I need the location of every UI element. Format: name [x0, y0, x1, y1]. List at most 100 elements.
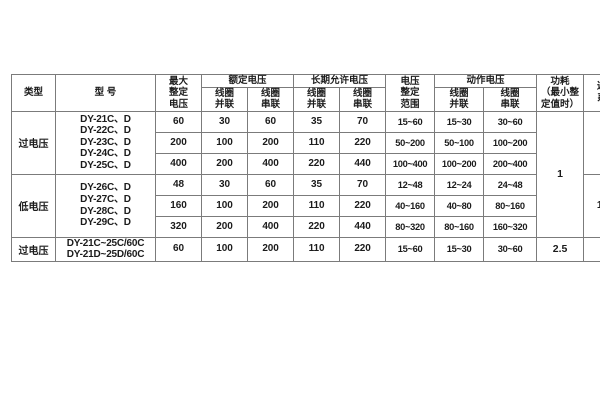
cell-rated-series: 200 [246, 194, 295, 217]
final-row-type: 过电压 [11, 236, 56, 262]
table-row: 320 200 400 220 440 80~320 80~160 160~32… [12, 215, 600, 238]
cell-long-series: 220 [339, 131, 387, 154]
cell-action-parallel: 100~200 [434, 152, 485, 175]
cell-rated-parallel: 100 [201, 194, 248, 217]
header-ap-line-2: 并联 [449, 99, 469, 110]
header-action-voltage: 动作电压 [434, 74, 538, 88]
header-return-line-1: 返回 [584, 81, 600, 93]
cell-rated-parallel: 100 [201, 131, 248, 154]
table-row: 200 100 200 110 220 50~200 50~100 100~20… [12, 131, 600, 154]
cell-max-setting-voltage: 48 [155, 173, 202, 196]
cell-rated-parallel: 30 [201, 173, 248, 196]
header-rated-coil-parallel: 线圈 并联 [201, 86, 248, 112]
cell-rated-series: 400 [246, 215, 295, 238]
cell-max-setting-voltage: 200 [155, 131, 202, 154]
header-max-line-2: 整定 [168, 87, 188, 98]
cell-action-parallel: 15~30 [434, 236, 485, 262]
cell-rated-parallel: 30 [201, 110, 248, 133]
header-max-setting-voltage: 最大 整定 电压 [155, 74, 202, 112]
header-long-coil-series: 线圈 串联 [339, 86, 387, 112]
model-line: DY-21D~25D/60C [66, 249, 145, 261]
cell-power-consumption: 2.5 [536, 236, 585, 262]
cell-rated-series: 200 [246, 236, 295, 262]
model-line: DY-24C、D [80, 148, 131, 160]
header-action-coil-series: 线圈 串联 [483, 86, 538, 112]
model-line: DY-26C、D [80, 182, 131, 194]
final-row-models: DY-21C~25C/60C DY-21D~25D/60C [55, 236, 156, 262]
model-line: DY-21C、D [80, 113, 131, 125]
header-lp-line-1: 线圈 [307, 87, 327, 99]
header-rs-line-1: 线圈 [261, 87, 281, 99]
cell-return-coefficient: 0.8 [583, 236, 600, 262]
header-rp-line-1: 线圈 [214, 87, 234, 99]
cell-rated-series: 60 [246, 173, 295, 196]
cell-long-series: 220 [339, 236, 387, 262]
cell-max-setting-voltage: 320 [155, 215, 202, 238]
group-models-overvoltage: DY-21C、D DY-22C、D DY-23C、D DY-24C、D DY-2… [55, 110, 156, 175]
model-line: DY-25C、D [80, 159, 131, 171]
header-power-line-2: （最小整 [541, 87, 580, 98]
table-header: 类型 型 号 最大 整定 电压 额定电压 长期允许电压 电压 整定 范围 [11, 74, 600, 112]
cell-long-series: 70 [339, 173, 387, 196]
cell-action-series: 100~200 [483, 131, 538, 154]
header-ap-line-1: 线圈 [449, 87, 469, 99]
cell-max-setting-voltage: 400 [155, 152, 202, 175]
cell-long-parallel: 110 [293, 236, 341, 262]
table-row: 低电压 DY-26C、D DY-27C、D DY-28C、D DY-29C、D … [11, 173, 600, 238]
cell-setting-range: 15~60 [385, 236, 436, 262]
header-rp-line-2: 并联 [214, 99, 234, 110]
header-rs-line-2: 串联 [261, 99, 281, 110]
header-long-term-allowable-voltage: 长期允许电压 [293, 74, 387, 88]
header-action-coil-parallel: 线圈 并联 [434, 86, 485, 112]
table-row: 400 200 400 220 440 100~400 100~200 200~… [12, 152, 600, 175]
header-as-line-1: 线圈 [500, 87, 520, 99]
header-range-line-1: 电压 [400, 75, 420, 87]
table-row: 过电压 DY-21C~25C/60C DY-21D~25D/60C 60 100… [11, 236, 600, 262]
header-voltage-setting-range: 电压 整定 范围 [385, 74, 436, 112]
cell-setting-range: 100~400 [385, 152, 436, 175]
header-row-sub: 线圈 并联 线圈 串联 线圈 并联 [12, 86, 600, 112]
cell-long-parallel: 110 [293, 194, 341, 217]
cell-setting-range: 40~160 [385, 194, 436, 217]
table-body: 过电压 DY-21C、D DY-22C、D DY-23C、D DY-24C、D … [11, 110, 600, 262]
header-rated-voltage: 额定电压 [200, 74, 295, 88]
model-line: DY-23C、D [80, 136, 131, 148]
cell-action-series: 200~400 [483, 152, 538, 175]
cell-setting-range: 15~60 [385, 110, 436, 133]
cell-action-series: 30~60 [483, 110, 538, 133]
header-return-line-2: 系数 [584, 93, 600, 105]
cell-long-parallel: 35 [293, 110, 341, 133]
header-model: 型 号 [55, 74, 156, 112]
relay-specification-table: 类型 型 号 最大 整定 电压 额定电压 长期允许电压 电压 整定 范围 [11, 74, 600, 262]
group-type-undervoltage: 低电压 [11, 173, 56, 238]
header-return-coefficient: 返回 系数 [583, 74, 600, 112]
cell-action-parallel: 12~24 [434, 173, 485, 196]
header-lp-line-2: 并联 [307, 99, 327, 110]
table-row: 160 100 200 110 220 40~160 40~80 80~160 [12, 194, 600, 217]
cell-action-parallel: 15~30 [434, 110, 485, 133]
header-row-top: 类型 型 号 最大 整定 电压 额定电压 长期允许电压 电压 整定 范围 [11, 74, 600, 112]
header-rated-coil-series: 线圈 串联 [246, 86, 295, 112]
header-range-line-3: 范围 [400, 98, 420, 110]
group-type-overvoltage: 过电压 [11, 110, 56, 175]
cell-action-parallel: 50~100 [434, 131, 485, 154]
cell-long-series: 440 [339, 152, 387, 175]
model-line: DY-28C、D [80, 205, 131, 217]
cell-action-series: 30~60 [483, 236, 538, 262]
model-line: DY-27C、D [80, 193, 131, 205]
header-max-line-3: 电压 [168, 98, 188, 110]
cell-setting-range: 12~48 [385, 173, 436, 196]
header-power-consumption: 功耗 （最小整 定值时） [536, 74, 585, 112]
cell-rated-series: 200 [246, 131, 295, 154]
header-long-coil-parallel: 线圈 并联 [293, 86, 341, 112]
header-power-line-1: 功耗 [550, 75, 570, 87]
cell-long-parallel: 35 [293, 173, 341, 196]
cell-action-series: 160~320 [483, 215, 538, 238]
cell-long-parallel: 220 [293, 215, 341, 238]
table-row: 过电压 DY-21C、D DY-22C、D DY-23C、D DY-24C、D … [11, 110, 600, 238]
cell-long-parallel: 220 [293, 152, 341, 175]
header-ls-line-2: 串联 [353, 99, 373, 110]
header-ls-line-1: 线圈 [353, 87, 373, 99]
cell-rated-parallel: 100 [201, 236, 248, 262]
model-line: DY-22C、D [80, 125, 131, 137]
